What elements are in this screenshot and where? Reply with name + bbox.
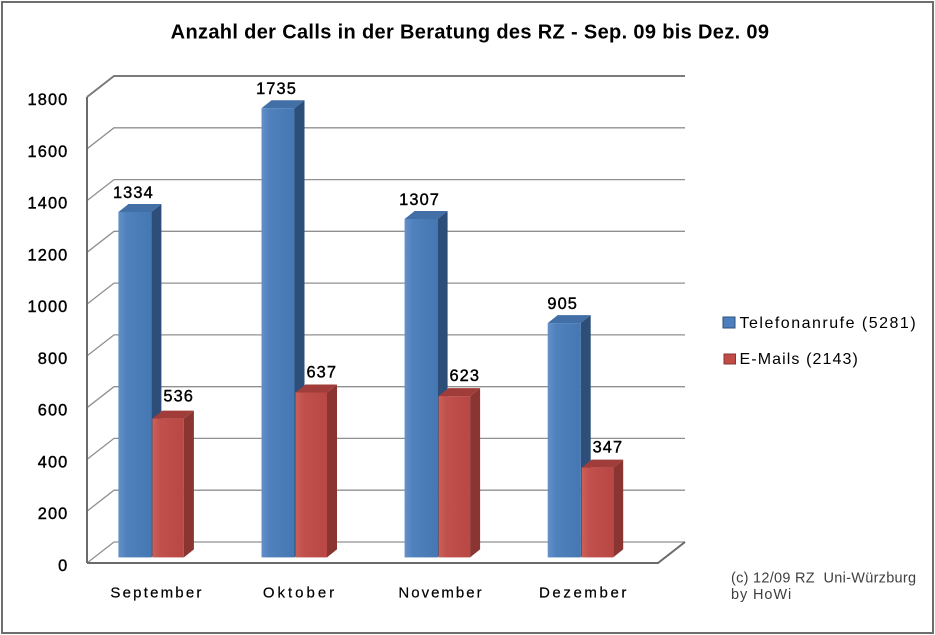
svg-text:Telefonanrufe (5281): Telefonanrufe (5281) [740, 315, 918, 332]
svg-text:637: 637 [306, 364, 337, 382]
svg-text:Oktober: Oktober [263, 585, 337, 602]
svg-text:905: 905 [547, 295, 578, 313]
svg-text:E-Mails (2143): E-Mails (2143) [740, 351, 859, 368]
svg-text:400: 400 [38, 453, 69, 471]
svg-text:536: 536 [163, 388, 194, 406]
svg-text:200: 200 [38, 505, 69, 523]
svg-text:347: 347 [593, 439, 624, 457]
svg-text:Anzahl der Calls in der Beratu: Anzahl der Calls in der Beratung des RZ … [171, 22, 770, 44]
svg-text:November: November [398, 585, 483, 602]
svg-text:1000: 1000 [28, 298, 69, 316]
svg-text:800: 800 [38, 350, 69, 368]
svg-text:by HoWi: by HoWi [731, 587, 792, 603]
svg-text:1800: 1800 [28, 91, 69, 109]
svg-text:1400: 1400 [28, 195, 69, 213]
svg-text:0: 0 [58, 557, 68, 575]
svg-text:1200: 1200 [28, 246, 69, 264]
svg-text:600: 600 [38, 402, 69, 420]
svg-text:(c) 12/09 RZ Uni-Würzburg: (c) 12/09 RZ Uni-Würzburg [731, 571, 916, 587]
svg-text:September: September [110, 585, 203, 602]
svg-text:1334: 1334 [113, 184, 154, 202]
svg-text:1600: 1600 [28, 143, 69, 161]
svg-text:623: 623 [449, 367, 480, 385]
svg-text:1307: 1307 [399, 191, 440, 209]
svg-text:Dezember: Dezember [539, 585, 629, 602]
svg-text:1735: 1735 [256, 80, 297, 98]
